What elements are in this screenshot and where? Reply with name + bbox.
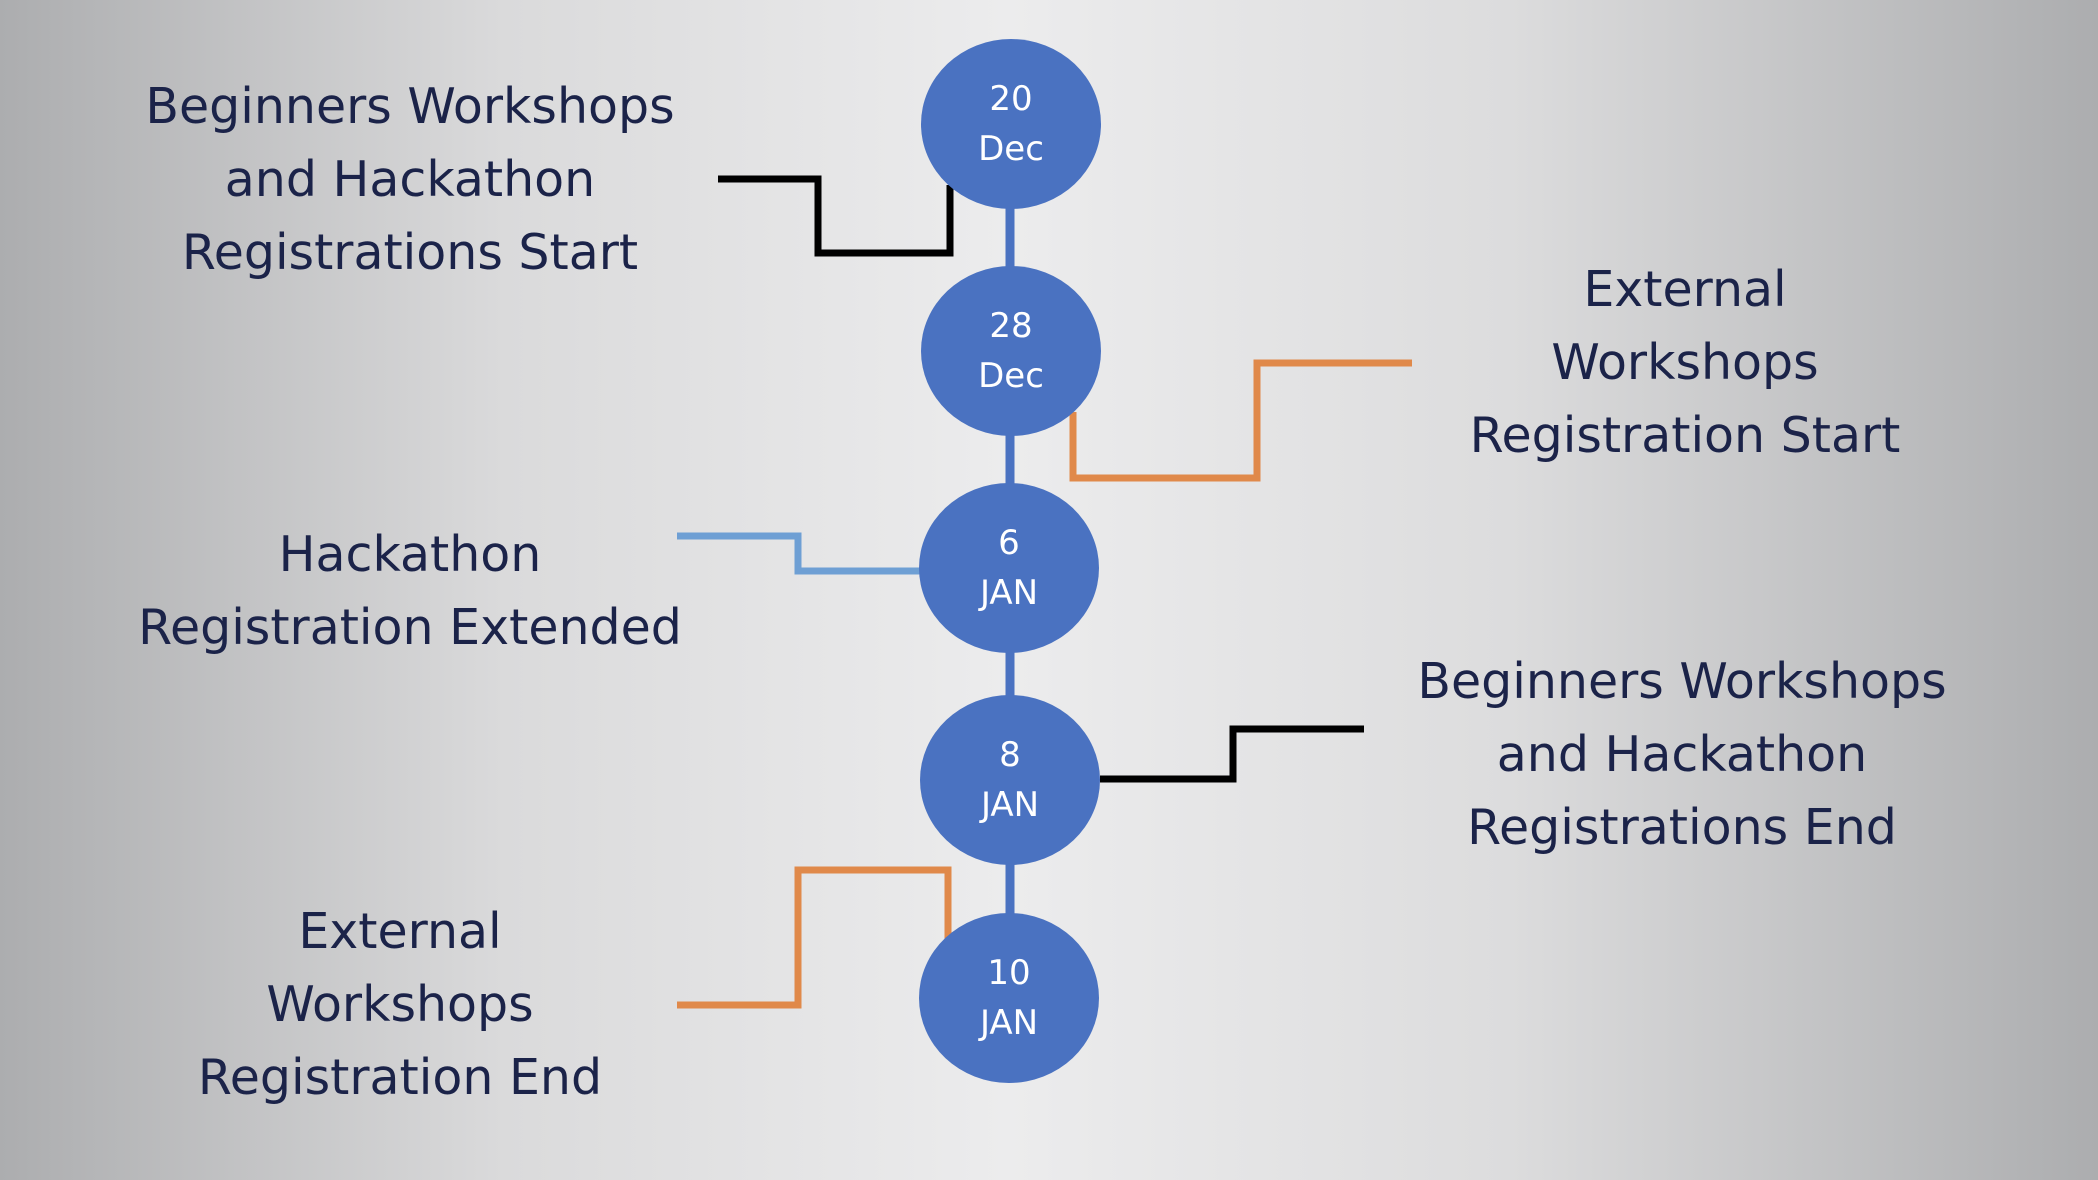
- connector-external-start: [1069, 359, 1412, 482]
- milestone-label-line: Registrations Start: [181, 224, 639, 281]
- date-node-4-text: 8 JAN: [920, 730, 1100, 830]
- date-node-1-text: 20 Dec: [921, 74, 1101, 174]
- date-month: Dec: [978, 129, 1044, 169]
- date-month: JAN: [979, 573, 1039, 613]
- date-node-5-text: 10 JAN: [919, 948, 1099, 1048]
- date-month: JAN: [979, 1003, 1039, 1043]
- milestone-beginners-start-label: Beginners Workshops and Hackathon Regist…: [60, 70, 760, 289]
- milestone-external-end-label: External Workshops Registration End: [50, 895, 750, 1114]
- date-day: 10: [987, 953, 1031, 993]
- date-day: 20: [989, 79, 1033, 119]
- milestone-label-line: and Hackathon: [1496, 726, 1868, 783]
- date-node-3-text: 6 JAN: [919, 518, 1099, 618]
- milestone-label-line: External: [1583, 261, 1787, 318]
- connector-hackathon-extended: [677, 532, 920, 575]
- milestone-label-line: and Hackathon: [224, 151, 596, 208]
- date-day: 8: [999, 735, 1021, 775]
- date-node-2-text: 28 Dec: [921, 301, 1101, 401]
- connector-external-end: [677, 866, 952, 1009]
- connector-beginners-start: [718, 175, 954, 257]
- date-node-1: [921, 39, 1101, 209]
- date-node-5: [919, 913, 1099, 1083]
- milestone-beginners-end-label: Beginners Workshops and Hackathon Regist…: [1332, 645, 2032, 864]
- date-month: Dec: [978, 356, 1044, 396]
- date-month: JAN: [980, 785, 1040, 825]
- milestone-label-line: Beginners Workshops: [145, 78, 675, 135]
- milestone-label-line: Registration End: [197, 1049, 603, 1106]
- date-node-2: [921, 266, 1101, 436]
- milestone-label-line: Beginners Workshops: [1417, 653, 1947, 710]
- milestone-hackathon-extended-label: Hackathon Registration Extended: [60, 518, 760, 664]
- milestone-label-line: External: [298, 903, 502, 960]
- milestone-external-start-label: External Workshops Registration Start: [1335, 253, 2035, 472]
- connector-beginners-end: [1100, 725, 1364, 783]
- milestone-label-line: Registration Extended: [138, 599, 682, 656]
- date-node-4: [920, 695, 1100, 865]
- milestone-label-line: Registration Start: [1469, 407, 1901, 464]
- date-node-3: [919, 483, 1099, 653]
- date-day: 28: [989, 306, 1033, 346]
- milestone-label-line: Workshops: [266, 976, 534, 1033]
- date-day: 6: [998, 523, 1020, 563]
- milestone-label-line: Hackathon: [278, 526, 542, 583]
- milestone-label-line: Workshops: [1551, 334, 1819, 391]
- milestone-label-line: Registrations End: [1467, 799, 1897, 856]
